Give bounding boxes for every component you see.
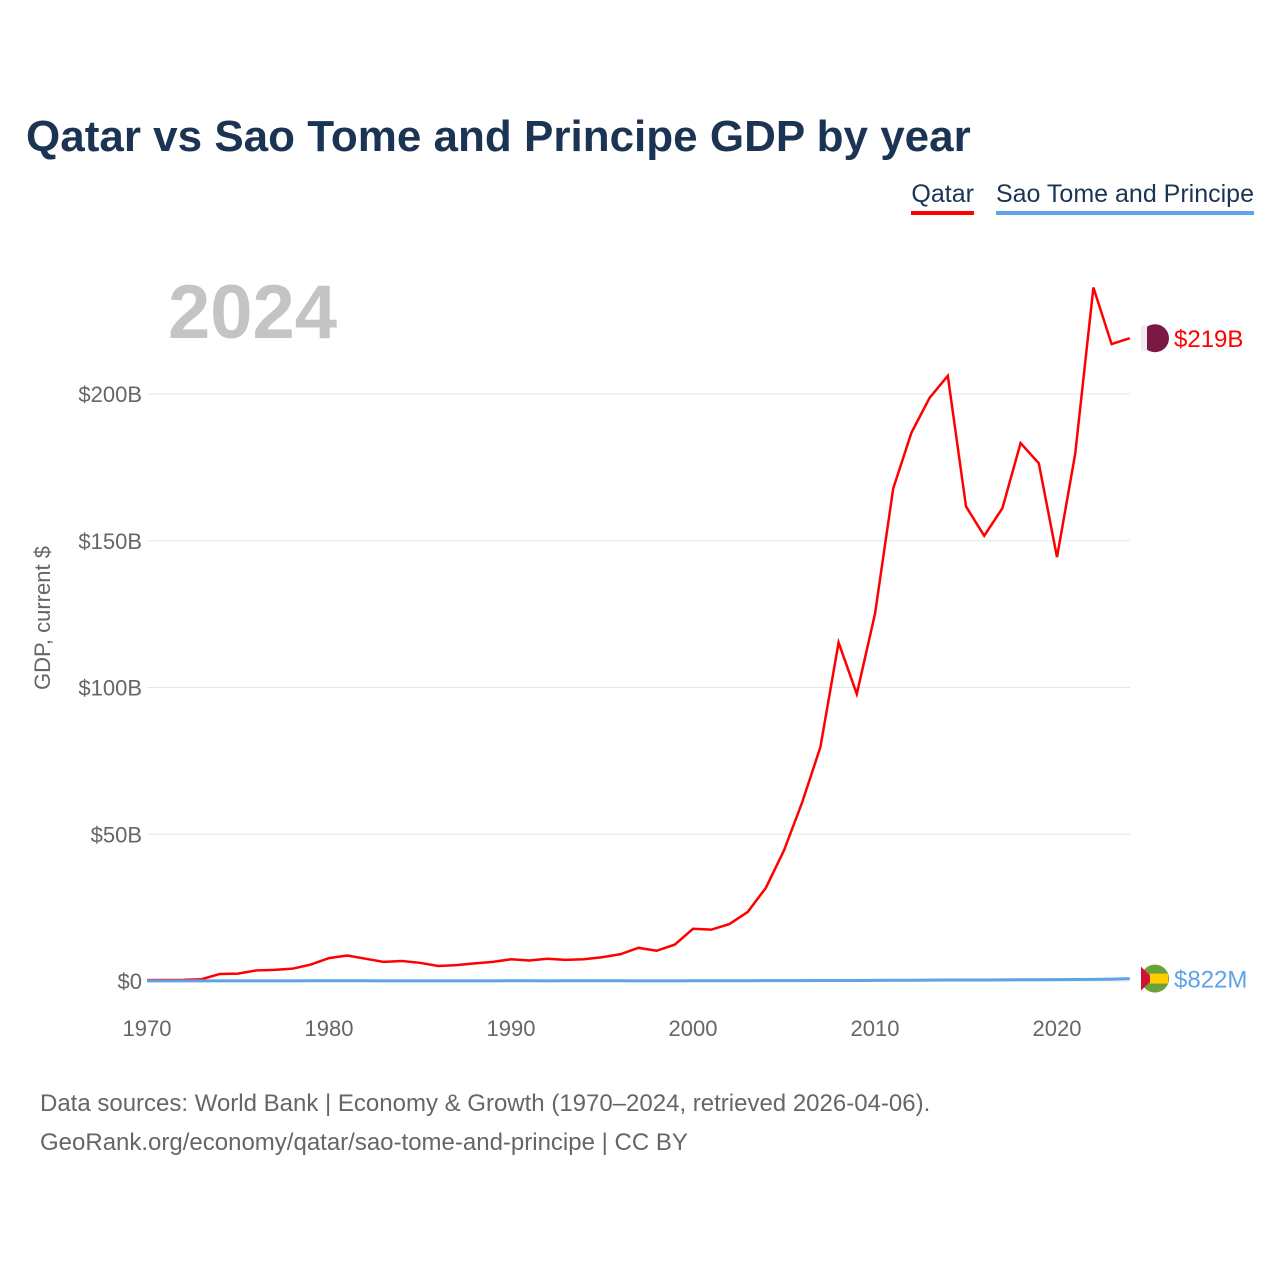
y-axis-label: GDP, current $ bbox=[30, 546, 55, 690]
chart-title: Qatar vs Sao Tome and Principe GDP by ye… bbox=[26, 112, 971, 161]
x-tick-label: 2020 bbox=[1033, 1016, 1082, 1041]
legend: Qatar Sao Tome and Principe bbox=[911, 180, 1254, 215]
source-line-1: Data sources: World Bank | Economy & Gro… bbox=[40, 1090, 931, 1117]
legend-sao-tome[interactable]: Sao Tome and Principe bbox=[995, 180, 1254, 215]
y-tick-label: $50B bbox=[91, 822, 142, 847]
x-tick-label: 1990 bbox=[487, 1016, 536, 1041]
y-tick-label: $150B bbox=[78, 529, 142, 554]
x-tick-label: 2000 bbox=[669, 1016, 718, 1041]
y-tick-label: $0 bbox=[118, 969, 142, 994]
x-tick-label: 2010 bbox=[851, 1016, 900, 1041]
x-tick-label: 1970 bbox=[123, 1016, 172, 1041]
source-note: Data sources: World Bank | Economy & Gro… bbox=[40, 1084, 930, 1162]
source-line-2[interactable]: GeoRank.org/economy/qatar/sao-tome-and-p… bbox=[40, 1129, 688, 1156]
flag-triangle bbox=[1141, 966, 1153, 991]
flag-white bbox=[1141, 325, 1147, 352]
legend-qatar[interactable]: Qatar bbox=[911, 180, 974, 215]
series-line-sao-tome bbox=[147, 977, 1130, 983]
flag-band bbox=[1150, 973, 1168, 984]
qatar-flag-icon bbox=[1141, 324, 1169, 353]
year-label: 2024 bbox=[168, 270, 337, 355]
y-tick-label: $100B bbox=[78, 676, 142, 701]
x-tick-label: 1980 bbox=[305, 1016, 354, 1041]
end-value-label: $219B bbox=[1174, 326, 1243, 353]
y-tick-label: $200B bbox=[78, 382, 142, 407]
end-value-label: $822M bbox=[1174, 967, 1247, 994]
series-line-qatar bbox=[146, 287, 1131, 982]
